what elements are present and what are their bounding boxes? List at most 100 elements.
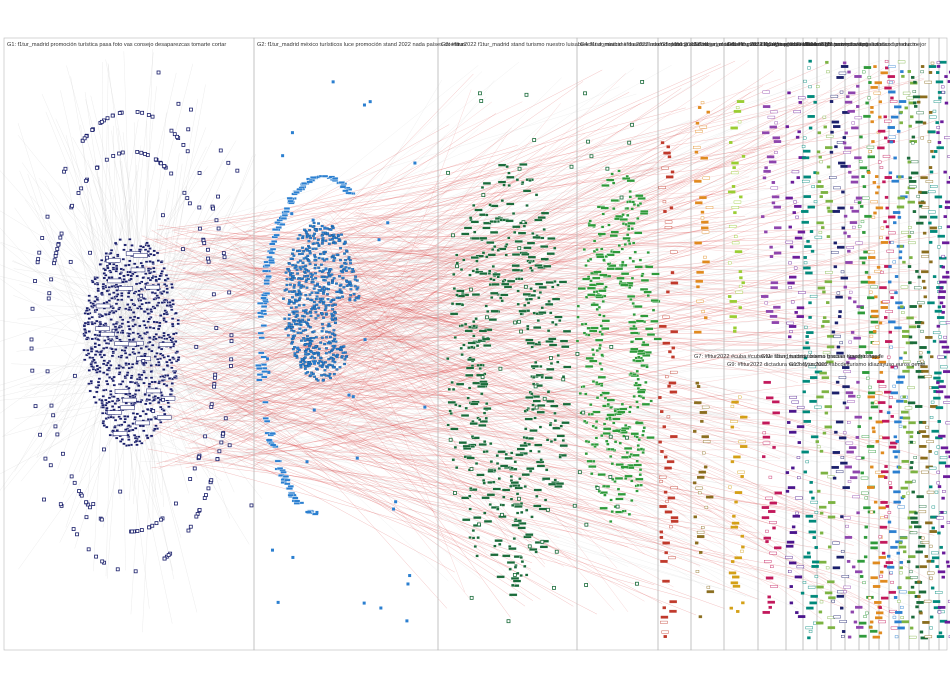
node (307, 246, 311, 249)
node (257, 311, 264, 315)
node (630, 207, 634, 211)
node (809, 294, 818, 298)
node (176, 318, 180, 322)
edge (134, 356, 244, 405)
node (928, 210, 936, 214)
node (115, 436, 119, 440)
edge (149, 61, 520, 361)
node (601, 212, 605, 216)
node (832, 541, 840, 545)
node (280, 217, 288, 220)
node (96, 380, 101, 384)
node (344, 259, 348, 262)
node (891, 179, 899, 183)
node (803, 419, 811, 423)
node (506, 279, 516, 283)
node (826, 70, 830, 74)
node (58, 502, 63, 507)
node (345, 249, 348, 252)
node (327, 340, 331, 344)
node (88, 389, 92, 393)
node (460, 303, 465, 307)
node (840, 456, 845, 459)
node (921, 279, 926, 283)
node (868, 596, 872, 600)
edge (154, 236, 936, 325)
node (501, 279, 505, 283)
node (323, 279, 327, 282)
node (917, 375, 926, 379)
node (141, 410, 145, 413)
node (884, 86, 892, 90)
node (738, 270, 743, 274)
node (769, 245, 773, 249)
node (119, 440, 123, 443)
node (128, 316, 133, 319)
node (345, 280, 349, 284)
node (932, 339, 937, 343)
node (290, 323, 293, 326)
node (787, 335, 792, 339)
node (857, 201, 862, 205)
node (836, 345, 841, 349)
edge (328, 297, 860, 323)
node (109, 415, 113, 419)
node (808, 350, 813, 354)
node (297, 277, 300, 280)
node (166, 333, 171, 337)
node (540, 211, 550, 215)
node (845, 261, 853, 264)
node (161, 397, 165, 402)
node (287, 313, 291, 316)
node (524, 297, 534, 301)
node (168, 358, 172, 362)
edge (238, 447, 452, 500)
edge (311, 248, 465, 349)
node (733, 109, 742, 113)
node (352, 292, 356, 296)
node (448, 437, 453, 442)
node-label-box (135, 420, 150, 426)
edge (318, 384, 510, 515)
node (328, 275, 332, 278)
node (803, 261, 808, 265)
node (612, 250, 621, 254)
node (625, 435, 629, 440)
node (170, 308, 174, 311)
node (102, 272, 106, 275)
edge (151, 442, 577, 554)
edge (228, 120, 787, 333)
node (292, 330, 296, 333)
edge (153, 284, 230, 519)
node (95, 350, 99, 353)
node (164, 337, 169, 340)
node (287, 322, 291, 325)
edge (157, 239, 285, 314)
node (700, 210, 705, 214)
node (320, 336, 324, 339)
node (185, 149, 190, 154)
node (327, 331, 331, 334)
node (640, 274, 644, 278)
node (506, 561, 516, 564)
node (919, 95, 928, 99)
node (509, 497, 514, 501)
node (153, 306, 157, 310)
edge (245, 234, 910, 451)
node (923, 295, 928, 299)
node (734, 491, 743, 494)
node (848, 394, 856, 398)
edge (347, 335, 564, 419)
node (127, 386, 131, 390)
node (704, 316, 708, 320)
node (696, 299, 704, 303)
node (909, 531, 918, 535)
node (587, 293, 596, 297)
node (621, 509, 626, 513)
node (114, 335, 119, 338)
node (157, 381, 161, 385)
edge (358, 187, 783, 211)
edge (20, 322, 151, 482)
node (870, 320, 879, 324)
node (789, 430, 797, 434)
